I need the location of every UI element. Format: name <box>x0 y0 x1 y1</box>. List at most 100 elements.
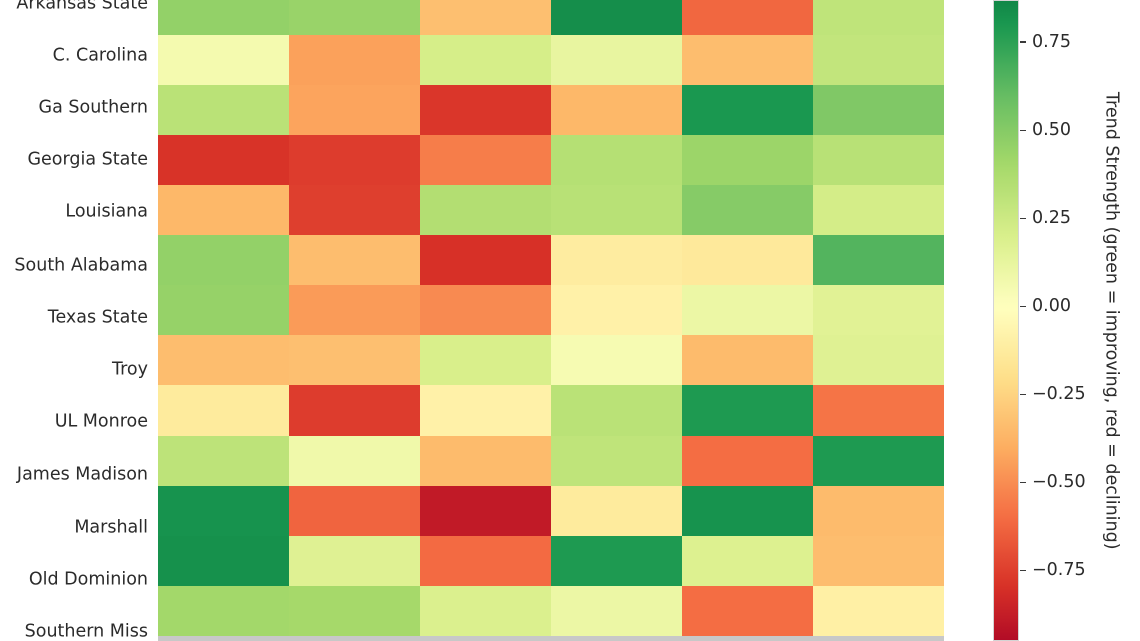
heatmap-cell[interactable] <box>682 84 748 110</box>
heatmap-cell[interactable] <box>813 34 879 60</box>
heatmap-cell[interactable] <box>682 184 748 211</box>
heatmap-cell[interactable] <box>878 385 944 411</box>
heatmap-cell[interactable] <box>485 285 551 311</box>
heatmap-cell[interactable] <box>682 209 748 236</box>
heatmap-cell[interactable] <box>551 235 617 261</box>
heatmap-cell[interactable] <box>682 460 748 486</box>
heatmap-cell[interactable] <box>354 460 420 486</box>
heatmap-cell[interactable] <box>289 385 355 411</box>
heatmap-cell[interactable] <box>354 410 420 436</box>
heatmap-cell[interactable] <box>747 184 813 211</box>
heatmap-cell[interactable] <box>485 385 551 411</box>
heatmap-cell[interactable] <box>485 335 551 361</box>
heatmap-cell[interactable] <box>289 260 355 286</box>
heatmap-cell[interactable] <box>551 134 617 160</box>
heatmap-cell[interactable] <box>747 360 813 386</box>
heatmap-cell[interactable] <box>682 385 748 411</box>
heatmap-cell[interactable] <box>682 0 748 10</box>
heatmap-cell[interactable] <box>485 235 551 261</box>
heatmap-cell[interactable] <box>420 310 486 336</box>
heatmap-cell[interactable] <box>747 209 813 236</box>
heatmap-cell[interactable] <box>289 410 355 436</box>
heatmap-cell[interactable] <box>223 335 289 361</box>
heatmap-cell[interactable] <box>813 610 879 637</box>
heatmap-cell[interactable] <box>354 485 420 511</box>
heatmap-cell[interactable] <box>223 535 289 561</box>
heatmap-cell[interactable] <box>354 360 420 386</box>
heatmap-cell[interactable] <box>289 460 355 486</box>
heatmap-cell[interactable] <box>223 485 289 511</box>
heatmap-cell[interactable] <box>551 109 617 135</box>
heatmap-cell[interactable] <box>551 610 617 637</box>
heatmap-cell[interactable] <box>420 560 486 586</box>
heatmap-cell[interactable] <box>551 184 617 211</box>
heatmap-cell[interactable] <box>616 560 682 586</box>
heatmap-cell[interactable] <box>158 235 224 261</box>
heatmap-cell[interactable] <box>747 510 813 536</box>
heatmap-cell[interactable] <box>682 535 748 561</box>
heatmap-cell[interactable] <box>616 84 682 110</box>
heatmap-cell[interactable] <box>878 435 944 461</box>
heatmap-cell[interactable] <box>747 34 813 60</box>
heatmap-cell[interactable] <box>485 0 551 10</box>
heatmap-cell[interactable] <box>878 134 944 160</box>
heatmap-cell[interactable] <box>616 310 682 336</box>
heatmap-cell[interactable] <box>420 159 486 185</box>
heatmap-cell[interactable] <box>682 34 748 60</box>
heatmap-cell[interactable] <box>616 460 682 486</box>
heatmap-cell[interactable] <box>354 84 420 110</box>
heatmap-cell[interactable] <box>551 59 617 85</box>
heatmap-cell[interactable] <box>354 59 420 85</box>
heatmap-cell[interactable] <box>485 460 551 486</box>
heatmap-cell[interactable] <box>289 585 355 611</box>
heatmap-cell[interactable] <box>158 109 224 135</box>
heatmap-cell[interactable] <box>682 235 748 261</box>
heatmap-cell[interactable] <box>682 610 748 637</box>
heatmap-cell[interactable] <box>878 310 944 336</box>
heatmap-cell[interactable] <box>551 410 617 436</box>
heatmap-cell[interactable] <box>289 310 355 336</box>
heatmap-cell[interactable] <box>485 134 551 160</box>
heatmap-cell[interactable] <box>223 0 289 10</box>
heatmap-cell[interactable] <box>551 209 617 236</box>
heatmap-cell[interactable] <box>420 9 486 35</box>
heatmap-cell[interactable] <box>813 535 879 561</box>
heatmap-cell[interactable] <box>813 209 879 236</box>
heatmap-cell[interactable] <box>158 385 224 411</box>
heatmap-cell[interactable] <box>682 560 748 586</box>
heatmap-cell[interactable] <box>813 410 879 436</box>
heatmap-cell[interactable] <box>289 59 355 85</box>
heatmap-cell[interactable] <box>223 560 289 586</box>
heatmap-cell[interactable] <box>420 410 486 436</box>
heatmap-cell[interactable] <box>813 159 879 185</box>
heatmap-cell[interactable] <box>616 134 682 160</box>
heatmap-cell[interactable] <box>354 235 420 261</box>
heatmap-cell[interactable] <box>420 610 486 637</box>
heatmap-cell[interactable] <box>878 209 944 236</box>
heatmap-cell[interactable] <box>747 385 813 411</box>
heatmap-cell[interactable] <box>813 585 879 611</box>
heatmap-cell[interactable] <box>223 260 289 286</box>
heatmap-cell[interactable] <box>551 585 617 611</box>
heatmap-cell[interactable] <box>551 460 617 486</box>
heatmap-cell[interactable] <box>223 460 289 486</box>
heatmap-cell[interactable] <box>813 84 879 110</box>
heatmap-cell[interactable] <box>878 59 944 85</box>
heatmap-cell[interactable] <box>813 310 879 336</box>
heatmap-cell[interactable] <box>747 84 813 110</box>
heatmap-cell[interactable] <box>420 385 486 411</box>
heatmap-cell[interactable] <box>616 235 682 261</box>
heatmap-cell[interactable] <box>485 310 551 336</box>
heatmap-cell[interactable] <box>878 535 944 561</box>
heatmap-cell[interactable] <box>354 0 420 10</box>
heatmap-cell[interactable] <box>616 184 682 211</box>
heatmap-cell[interactable] <box>289 184 355 211</box>
heatmap-cell[interactable] <box>158 410 224 436</box>
heatmap-cell[interactable] <box>485 510 551 536</box>
heatmap-cell[interactable] <box>747 285 813 311</box>
heatmap-cell[interactable] <box>485 360 551 386</box>
heatmap-cell[interactable] <box>420 535 486 561</box>
heatmap-cell[interactable] <box>747 535 813 561</box>
heatmap-cell[interactable] <box>616 535 682 561</box>
heatmap-cell[interactable] <box>354 260 420 286</box>
